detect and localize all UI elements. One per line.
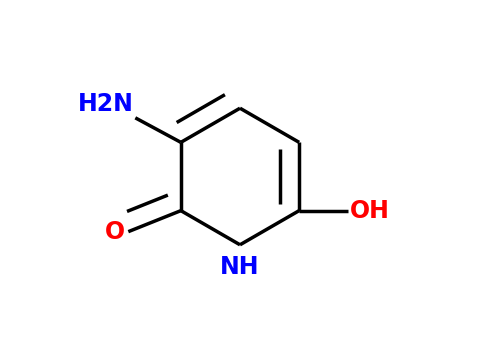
Text: O: O: [105, 220, 125, 244]
Text: NH: NH: [220, 255, 260, 279]
Text: H2N: H2N: [78, 92, 133, 116]
Text: OH: OH: [350, 199, 390, 223]
